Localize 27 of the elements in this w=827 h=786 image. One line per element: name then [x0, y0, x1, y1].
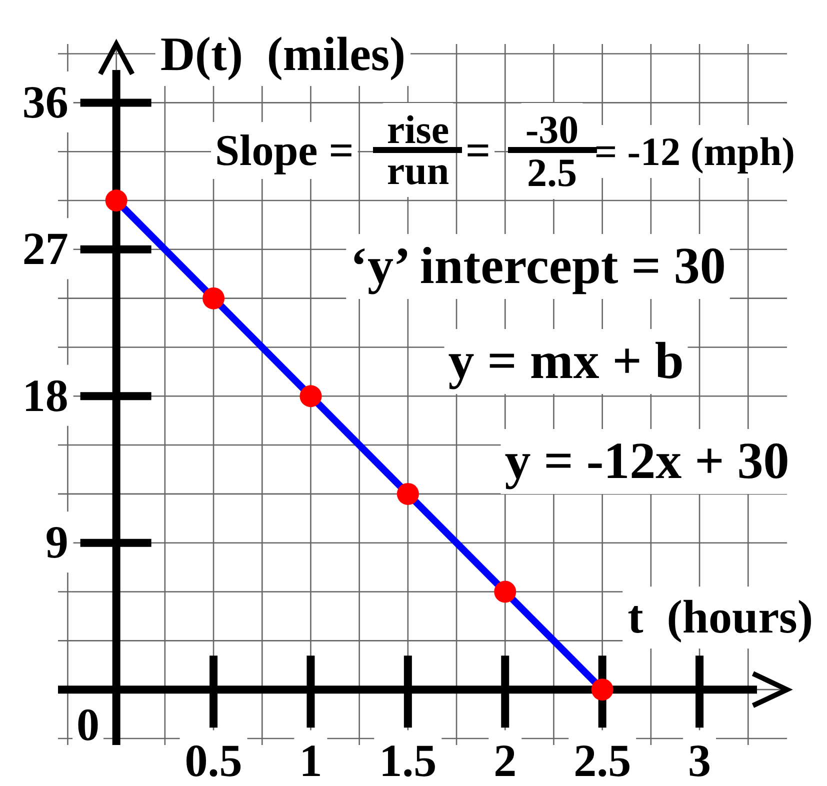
point	[202, 287, 225, 310]
x-tick-label: 2.5	[574, 735, 632, 786]
x-tick-label: 2	[494, 735, 517, 786]
annotation: y = mx + b	[448, 333, 684, 390]
point	[300, 385, 322, 408]
annotation: 2.5	[527, 150, 577, 195]
y-axis-title: D(t) (miles)	[160, 28, 406, 81]
annotation: ‘y’ intercept = 30	[350, 238, 726, 295]
point	[105, 190, 128, 212]
x-tick-label: 1	[299, 735, 322, 786]
annotation: 0	[76, 699, 100, 750]
y-tick-label: 36	[22, 76, 68, 128]
y-tick-label: 27	[22, 223, 68, 274]
x-tick-label: 1.5	[379, 735, 437, 786]
x-tick-label: 0.5	[184, 735, 242, 786]
point	[591, 678, 614, 701]
annotation: Slope =	[215, 126, 354, 175]
point	[494, 580, 516, 603]
x-axis-title: t (hours)	[628, 592, 813, 644]
annotation: y = -12x + 30	[504, 433, 790, 490]
annotation: = -12 (mph)	[594, 129, 795, 174]
y-tick-label: 9	[45, 516, 68, 568]
annotation: =	[465, 126, 491, 175]
annotation: -30	[525, 107, 579, 152]
point	[396, 482, 419, 505]
x-tick-label: 3	[688, 735, 712, 786]
y-tick-label: 18	[22, 370, 68, 421]
